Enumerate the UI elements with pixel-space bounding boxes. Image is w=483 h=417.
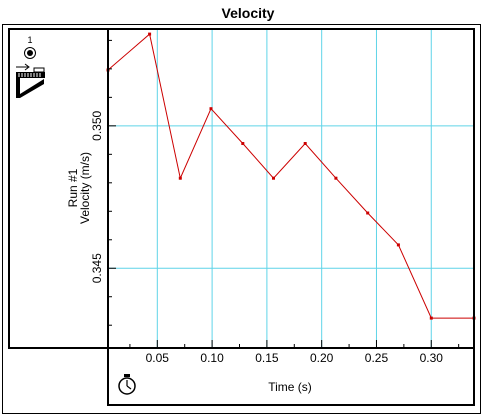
- x-tick-label: 0.30: [420, 351, 444, 365]
- data-point: [396, 243, 400, 247]
- chart-title: Velocity: [222, 5, 275, 21]
- data-point: [303, 142, 307, 145]
- data-point: [209, 107, 213, 111]
- x-tick-label: 0.20: [310, 351, 334, 365]
- data-point: [334, 176, 338, 180]
- x-tick-label: 0.10: [200, 351, 224, 365]
- x-tick-label: 0.05: [146, 351, 170, 365]
- outer-frame: [2, 24, 481, 414]
- y-axis-title: Velocity (m/s): [78, 152, 92, 224]
- plot-border: [107, 28, 475, 349]
- series-line: [107, 33, 474, 319]
- stopwatch-icon[interactable]: [118, 374, 136, 395]
- y-tick-label: 0.345: [90, 253, 104, 283]
- data-point: [178, 176, 182, 180]
- data-point: [366, 211, 370, 215]
- plot-area: [108, 29, 474, 348]
- y-tick-label: 0.350: [90, 110, 104, 140]
- x-tick-label: 0.15: [255, 351, 279, 365]
- data-point: [429, 316, 433, 320]
- x-axis-title: Time (s): [268, 380, 312, 394]
- run-number: 1: [27, 35, 32, 45]
- data-point: [241, 142, 245, 145]
- run-marker-icon[interactable]: 1: [24, 35, 36, 59]
- data-point: [272, 176, 275, 180]
- motion-sensor-icon[interactable]: [16, 63, 45, 98]
- x-tick-label: 0.25: [365, 351, 389, 365]
- axis-ticks: 0.05 0.10 0.15 0.20 0.25 0.30 0.345 0.350: [90, 39, 460, 365]
- data-point: [148, 32, 152, 36]
- y-axis-run-label: Run #1: [66, 168, 80, 207]
